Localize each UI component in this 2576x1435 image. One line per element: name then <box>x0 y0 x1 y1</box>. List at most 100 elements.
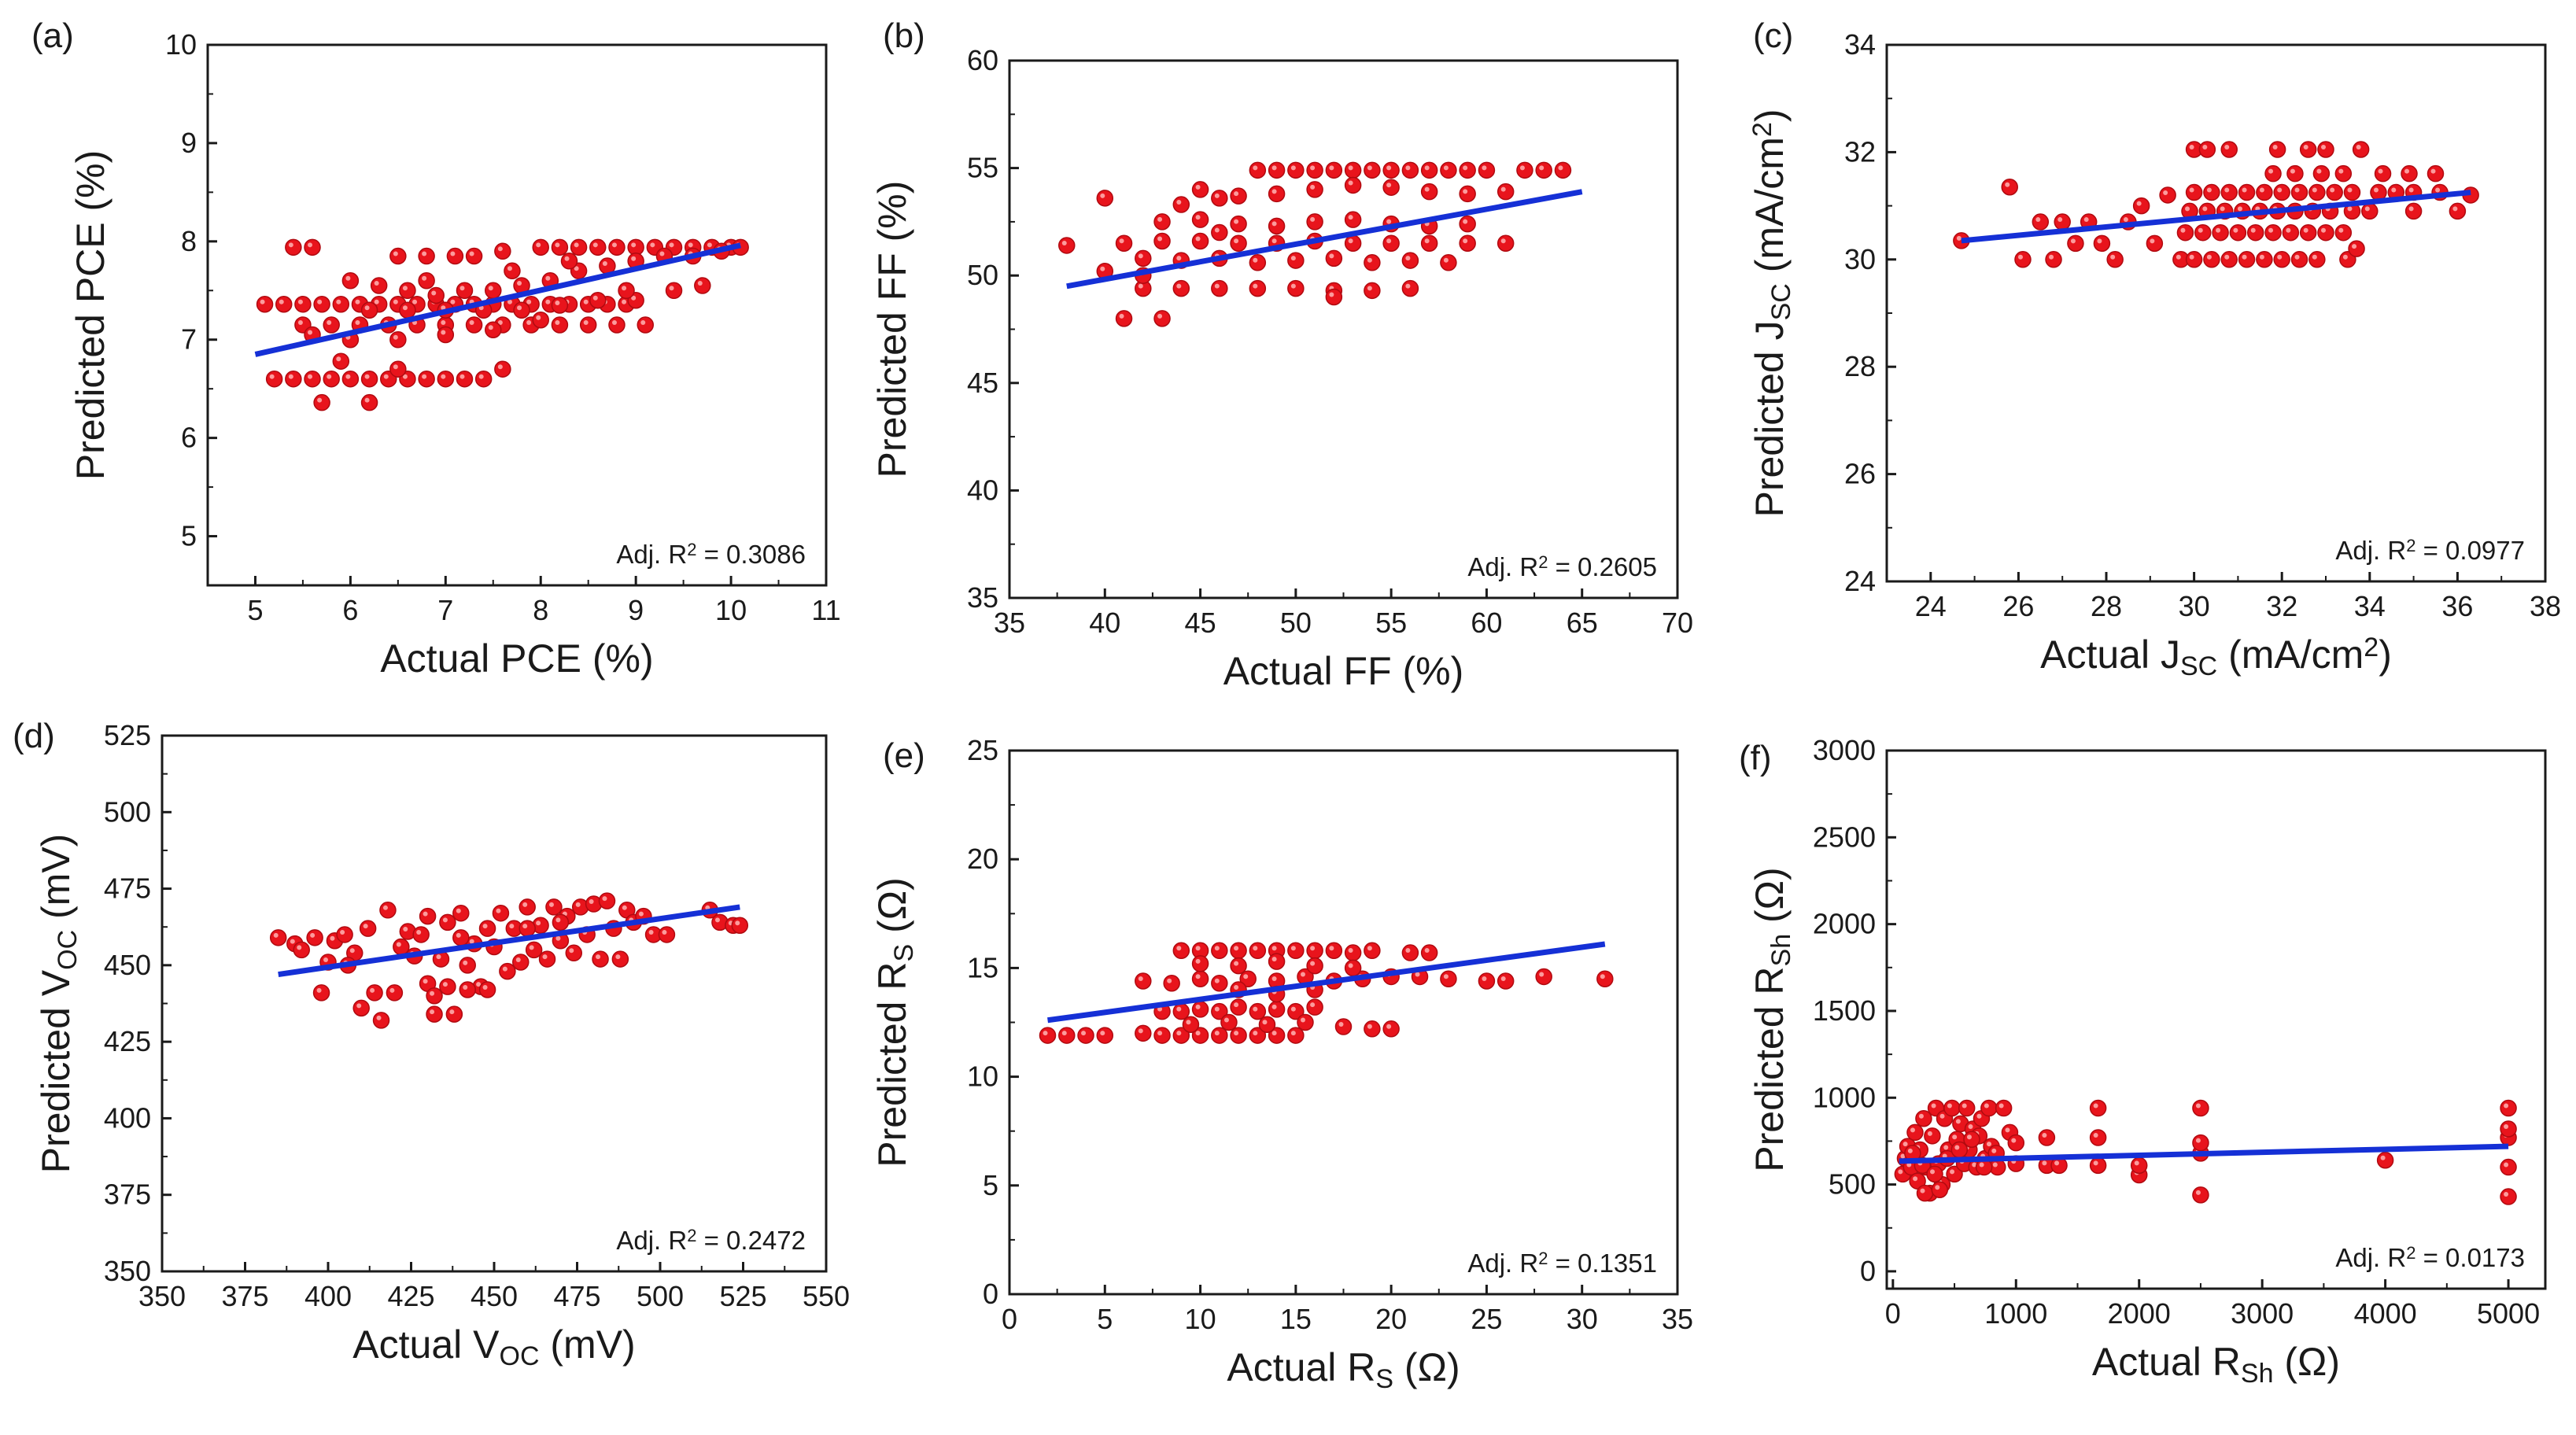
data-point-highlight <box>2224 144 2230 149</box>
y-tick-label: 0 <box>983 1278 998 1310</box>
data-point <box>312 984 330 1002</box>
data-point <box>499 962 516 980</box>
data-point-highlight <box>1424 238 1430 244</box>
data-point-highlight <box>1290 1006 1296 1012</box>
data-point <box>637 316 654 334</box>
data-point <box>1211 1027 1228 1044</box>
data-point-highlight <box>1176 283 1182 289</box>
data-point <box>2203 183 2220 201</box>
data-point-highlight <box>2352 244 2357 249</box>
data-point <box>1924 1127 1941 1145</box>
data-point-highlight <box>1952 1134 1958 1140</box>
data-point-highlight <box>1910 1127 1915 1133</box>
r2-annotation: Adj. R2 = 0.1351 <box>1467 1249 1657 1278</box>
x-tick-label: 500 <box>637 1280 684 1312</box>
data-point <box>1459 185 1476 203</box>
data-point-highlight <box>2083 217 2089 223</box>
data-point-highlight <box>327 374 332 379</box>
data-point-highlight <box>469 939 474 944</box>
data-point <box>485 321 502 338</box>
data-point-highlight <box>1463 189 1468 194</box>
data-point <box>478 981 496 998</box>
data-point-highlight <box>430 1009 435 1015</box>
fit-line <box>278 904 740 977</box>
data-point <box>2220 183 2238 201</box>
data-point <box>474 370 493 388</box>
data-point-highlight <box>1214 227 1220 233</box>
data-point <box>2264 164 2282 183</box>
data-point-highlight <box>1271 221 1277 227</box>
y-tick-label: 25 <box>967 734 998 766</box>
data-point-highlight <box>536 242 541 248</box>
data-point <box>2273 183 2290 201</box>
data-point <box>2449 202 2467 220</box>
x-axis-label: Actual RSh (Ω) <box>2092 1340 2340 1389</box>
x-tick-label: 32 <box>2266 590 2297 622</box>
data-point-highlight <box>1176 1031 1182 1036</box>
data-point-highlight <box>393 251 398 256</box>
data-point-highlight <box>1119 313 1124 319</box>
data-point <box>1211 279 1228 297</box>
data-point-highlight <box>1310 165 1316 171</box>
data-point <box>2220 251 2238 268</box>
data-point <box>2256 251 2273 268</box>
data-point <box>1191 181 1209 198</box>
data-point-highlight <box>555 935 561 941</box>
data-point-highlight <box>592 242 598 248</box>
data-point <box>1230 1027 1247 1044</box>
data-point-highlight <box>1463 238 1468 244</box>
y-tick-label: 1500 <box>1813 994 1876 1027</box>
data-point-highlight <box>2286 227 2291 233</box>
data-point-highlight <box>2110 254 2116 260</box>
data-point <box>1401 161 1419 179</box>
data-point <box>1268 217 1286 235</box>
data-point <box>1440 254 1457 271</box>
data-point-highlight <box>1918 1113 1924 1119</box>
x-tick-label: 45 <box>1185 607 1216 639</box>
x-tick-label: 0 <box>1885 1297 1901 1330</box>
data-point-highlight <box>442 917 448 923</box>
data-point <box>293 941 310 959</box>
data-point-highlight <box>1443 257 1449 263</box>
data-point <box>494 242 511 260</box>
plot-frame <box>1885 43 2547 583</box>
data-point-highlight <box>1043 1031 1048 1036</box>
data-point-highlight <box>2176 254 2181 260</box>
data-point-highlight <box>416 929 422 935</box>
data-point-highlight <box>374 299 379 304</box>
data-point <box>1077 1027 1094 1044</box>
data-point-highlight <box>2070 238 2076 244</box>
data-point <box>2089 1156 2107 1175</box>
data-point <box>1478 972 1496 990</box>
data-point <box>611 950 629 968</box>
x-axis-label-tail: (Ω) <box>2273 1340 2340 1384</box>
data-point <box>2326 183 2343 201</box>
data-point <box>465 247 483 265</box>
data-point-highlight <box>1500 186 1506 192</box>
data-point <box>1916 1184 1934 1202</box>
panel-label: (d) <box>13 717 55 755</box>
data-point-highlight <box>279 299 284 304</box>
data-point-highlight <box>2504 1162 2509 1168</box>
data-point-highlight <box>2303 227 2308 233</box>
data-point-highlight <box>2338 227 2344 233</box>
data-point <box>1153 213 1171 231</box>
data-point <box>1344 959 1362 977</box>
data-point-highlight <box>383 374 389 379</box>
data-point <box>306 929 323 946</box>
data-point <box>256 296 274 313</box>
data-point <box>2256 183 2273 201</box>
data-point <box>1287 252 1305 269</box>
data-point <box>2334 223 2353 242</box>
data-point <box>1334 1018 1353 1035</box>
data-point <box>1211 974 1228 992</box>
data-point <box>2308 183 2326 201</box>
data-point <box>1364 254 1381 271</box>
data-point <box>1096 190 1114 207</box>
data-point-highlight <box>2294 187 2300 193</box>
data-point <box>1325 288 1343 306</box>
data-point-highlight <box>1157 313 1163 319</box>
data-point <box>1497 234 1515 252</box>
data-point <box>2192 1099 2209 1117</box>
